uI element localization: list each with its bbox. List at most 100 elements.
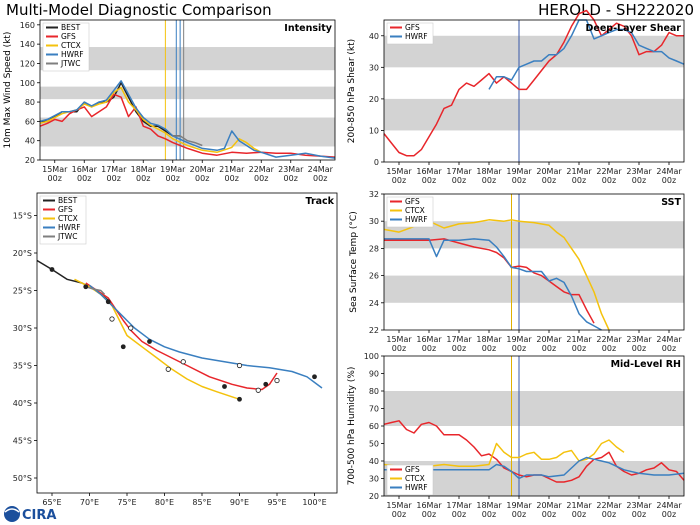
x-tick-label: 23Mar 00z bbox=[626, 167, 652, 185]
lon-tick-label: 90°E bbox=[230, 498, 249, 507]
y-axis-label: 700-500 hPa Humidity (%) bbox=[347, 367, 357, 486]
track-marker-filled bbox=[49, 267, 55, 272]
legend-label: HWRF bbox=[61, 50, 84, 59]
track-marker-open bbox=[180, 359, 186, 365]
series-line-hwrf bbox=[39, 80, 336, 159]
threshold-band bbox=[384, 275, 684, 303]
y-tick-label: 28 bbox=[369, 244, 379, 253]
track-marker-filled bbox=[237, 396, 242, 402]
legend-label: GFS bbox=[405, 465, 420, 474]
y-tick-label: 60 bbox=[25, 117, 35, 126]
x-tick-label: 23Mar 00z bbox=[626, 335, 652, 353]
x-tick-label: 20Mar 00z bbox=[536, 335, 562, 353]
x-tick-label: 22Mar 00z bbox=[596, 501, 622, 519]
track-marker-open bbox=[255, 387, 261, 393]
legend-label: CTCX bbox=[405, 474, 425, 483]
y-tick-label: 140 bbox=[20, 40, 35, 49]
legend-label: HWRF bbox=[405, 32, 428, 41]
legend-label: CTCX bbox=[61, 41, 81, 50]
y-axis-label: 200-850 hPa Shear (kt) bbox=[347, 39, 357, 143]
track-marker-open bbox=[274, 377, 280, 384]
x-tick-label: 21Mar 00z bbox=[566, 501, 592, 519]
y-tick-label: 40 bbox=[369, 32, 379, 41]
x-tick-label: 18Mar 00z bbox=[476, 335, 502, 353]
x-tick-label: 17Mar 00z bbox=[446, 501, 472, 519]
y-tick-label: 100 bbox=[364, 352, 379, 361]
lon-tick-label: 95°E bbox=[267, 498, 286, 507]
legend-label: JTWC bbox=[60, 59, 80, 68]
x-tick-label: 15Mar 00z bbox=[42, 165, 68, 183]
x-tick-label: 22Mar 00z bbox=[249, 165, 275, 183]
legend-label: CTCX bbox=[405, 206, 425, 215]
y-tick-label: 26 bbox=[369, 272, 379, 281]
lat-tick-label: 20°S bbox=[13, 249, 32, 258]
legend-label: HWRF bbox=[405, 215, 428, 224]
y-tick-label: 40 bbox=[369, 457, 379, 466]
track-marker-filled bbox=[120, 344, 126, 350]
x-tick-label: 19Mar 00z bbox=[506, 335, 532, 353]
legend-label: GFS bbox=[61, 32, 76, 41]
series-line-ctcx bbox=[383, 219, 610, 331]
plot-frame bbox=[39, 19, 336, 161]
lat-tick-label: 30°S bbox=[13, 324, 32, 333]
x-tick-label: 24Mar 00z bbox=[656, 335, 682, 353]
lon-tick-label: 75°E bbox=[117, 498, 136, 507]
x-tick-label: 20Mar 00z bbox=[190, 165, 216, 183]
series-line-hwrf bbox=[384, 238, 602, 331]
y-tick-label: 24 bbox=[369, 299, 379, 308]
lat-tick-label: 15°S bbox=[13, 212, 32, 221]
x-tick-label: 15Mar 00z bbox=[386, 501, 412, 519]
y-tick-label: 80 bbox=[25, 98, 35, 107]
x-tick-label: 18Mar 00z bbox=[131, 165, 157, 183]
track-marker-open bbox=[236, 362, 243, 369]
x-tick-label: 15Mar 00z bbox=[386, 335, 412, 353]
logo-swoosh bbox=[4, 508, 20, 513]
legend-label: BEST bbox=[61, 23, 81, 32]
track-line-gfs bbox=[85, 282, 278, 391]
lon-tick-label: 70°E bbox=[80, 498, 99, 507]
lat-tick-label: 25°S bbox=[13, 287, 32, 296]
y-tick-label: 100 bbox=[20, 79, 35, 88]
legend-label: HWRF bbox=[405, 483, 428, 492]
y-tick-label: 160 bbox=[20, 21, 35, 30]
plot-area bbox=[384, 194, 684, 330]
cira-logo: CIRA bbox=[4, 506, 56, 523]
lon-tick-label: 100°E bbox=[302, 498, 326, 507]
y-tick-label: 40 bbox=[25, 137, 35, 146]
y-tick-label: 120 bbox=[20, 59, 35, 68]
legend-box bbox=[386, 464, 434, 496]
legend-label: GFS bbox=[405, 23, 420, 32]
x-tick-label: 22Mar 00z bbox=[596, 167, 622, 185]
x-tick-label: 18Mar 00z bbox=[476, 501, 502, 519]
storm-id: HEROLD - SH222020 bbox=[538, 1, 694, 19]
plot-frame bbox=[383, 193, 685, 331]
x-tick-label: 16Mar 00z bbox=[416, 501, 442, 519]
y-tick-label: 90 bbox=[369, 370, 379, 379]
x-tick-label: 21Mar 00z bbox=[219, 165, 245, 183]
legend-label: JTWC bbox=[57, 232, 77, 241]
x-tick-label: 20Mar 00z bbox=[536, 501, 562, 519]
x-tick-label: 20Mar 00z bbox=[536, 167, 562, 185]
plot-frame bbox=[383, 19, 685, 163]
x-tick-label: 16Mar 00z bbox=[416, 335, 442, 353]
legend-label: GFS bbox=[58, 205, 73, 214]
y-axis-label: 10m Max Wind Speed (kt) bbox=[3, 32, 13, 149]
y-axis-label: Sea Surface Temp (°C) bbox=[349, 211, 359, 312]
threshold-band bbox=[384, 98, 684, 131]
x-tick-label: 24Mar 00z bbox=[656, 501, 682, 519]
series-line-gfs bbox=[384, 238, 595, 324]
track-line-jtwc bbox=[85, 286, 106, 295]
track-marker-filled bbox=[147, 339, 152, 344]
y-tick-label: 80 bbox=[369, 387, 379, 396]
lon-tick-label: 85°E bbox=[192, 498, 211, 507]
legend-label: CTCX bbox=[58, 214, 78, 223]
track-panel: 65°E 70°E 75°E 80°E 85°E 90°E 95°E 100°E 15°S 20°… bbox=[13, 192, 338, 507]
y-tick-label: 22 bbox=[369, 326, 379, 335]
threshold-band bbox=[384, 391, 684, 426]
x-tick-label: 23Mar 00z bbox=[278, 165, 304, 183]
threshold-band bbox=[40, 86, 335, 100]
series-line-gfs bbox=[383, 9, 684, 157]
